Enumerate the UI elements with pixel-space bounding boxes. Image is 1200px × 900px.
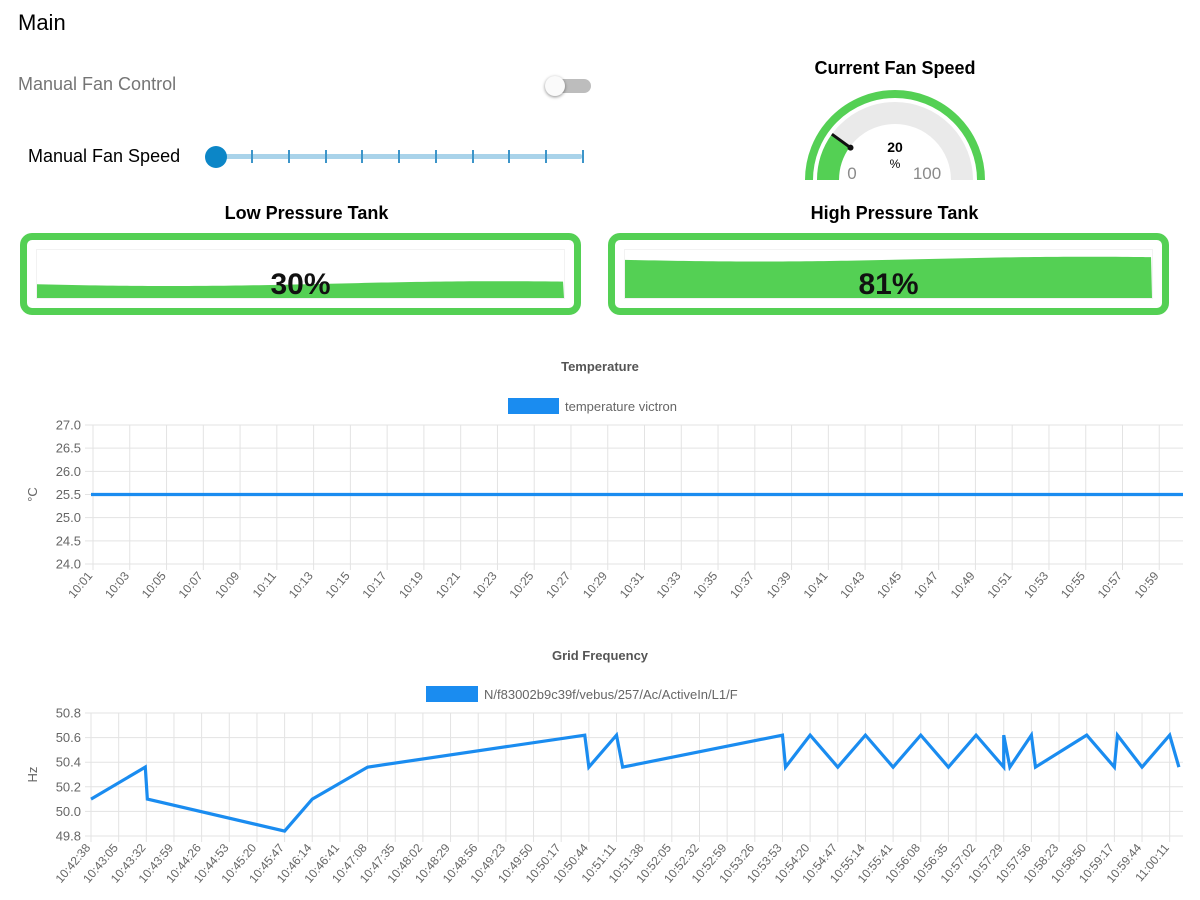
x-tick-label: 10:47 <box>911 569 941 601</box>
page-title: Main <box>18 10 66 35</box>
y-tick-label: 50.2 <box>56 779 81 794</box>
x-tick-label: 10:33 <box>654 569 684 601</box>
x-tick-label: 10:55 <box>1058 569 1088 601</box>
x-tick-label: 10:41 <box>801 569 831 601</box>
y-tick-label: 50.4 <box>56 755 81 770</box>
x-tick-label: 10:03 <box>102 569 132 601</box>
legend-swatch <box>508 398 559 414</box>
x-tick-label: 10:11 <box>250 569 280 601</box>
y-tick-label: 50.0 <box>56 804 81 819</box>
manual-fan-speed-label: Manual Fan Speed <box>28 146 181 166</box>
gauge-needle <box>831 132 852 149</box>
x-tick-label: 10:37 <box>727 569 757 601</box>
gauge-value: 20 <box>887 139 903 155</box>
x-tick-label: 10:49 <box>948 569 978 601</box>
y-tick-label: 26.0 <box>56 464 81 479</box>
toggle-thumb[interactable] <box>545 76 565 96</box>
fan-speed-gauge: 20 % 0 100 <box>805 90 985 183</box>
x-tick-label: 10:39 <box>764 569 794 601</box>
x-tick-label: 10:05 <box>139 569 169 601</box>
temperature-chart: Temperature temperature victron 27.0 26.5 26… <box>25 359 1183 601</box>
tank-level-value: 81% <box>858 268 919 299</box>
tank-liquid-fill <box>37 281 564 298</box>
series-line <box>90 730 1181 833</box>
y-tick-label: 50.6 <box>56 730 81 745</box>
x-tick-label: 10:07 <box>176 569 206 601</box>
gauge-min-label: 0 <box>847 164 856 183</box>
y-axis-label: Hz <box>25 767 40 783</box>
slider-thumb[interactable] <box>205 146 227 168</box>
manual-fan-control-label: Manual Fan Control <box>18 74 177 94</box>
y-tick-label: 26.5 <box>56 441 81 456</box>
gauge-fill <box>817 134 850 181</box>
gauge-max-label: 100 <box>913 164 941 183</box>
manual-fan-control-toggle[interactable] <box>545 76 591 96</box>
x-tick-label: 10:45 <box>874 569 904 601</box>
y-tick-label: 24.5 <box>56 533 81 548</box>
x-tick-label: 10:59 <box>1132 569 1162 601</box>
slider-tick <box>251 150 253 163</box>
legend-label[interactable]: N/f83002b9c39f/vebus/257/Ac/ActiveIn/L1/… <box>484 687 738 702</box>
tank-liquid <box>37 281 564 298</box>
x-tick-label: 10:19 <box>396 569 426 601</box>
legend-swatch <box>426 686 478 702</box>
x-tick-label: 10:09 <box>212 569 242 601</box>
manual-fan-speed-slider[interactable] <box>205 140 590 174</box>
x-tick-label: 10:21 <box>433 569 463 601</box>
high-pressure-tank-title: High Pressure Tank <box>810 203 979 223</box>
x-tick-label: 10:25 <box>506 569 536 601</box>
tank-level-value: 30% <box>270 268 331 299</box>
chart-title: Temperature <box>561 359 639 374</box>
tank-liquid <box>625 256 1152 298</box>
slider-tick <box>398 150 401 163</box>
x-tick-label: 10:17 <box>359 569 389 601</box>
y-tick-label: 25.5 <box>56 487 81 502</box>
fan-speed-gauge-title: Current Fan Speed <box>814 58 976 78</box>
grid-frequency-chart: Grid Frequency N/f83002b9c39f/vebus/257/A… <box>25 648 1183 886</box>
y-tick-label: 50.8 <box>56 706 81 721</box>
x-tick-label: 10:27 <box>543 569 573 601</box>
slider-tick <box>434 150 437 163</box>
x-tick-label: 10:29 <box>580 569 610 601</box>
x-tick-label: 10:51 <box>984 569 1014 601</box>
gauge-unit: % <box>890 157 901 171</box>
y-tick-label: 49.8 <box>56 829 81 844</box>
slider-tick <box>287 150 290 163</box>
slider-tick <box>508 150 511 163</box>
x-tick-label: 10:35 <box>690 569 720 601</box>
legend-label[interactable]: temperature victron <box>565 399 677 414</box>
y-tick-label: 25.0 <box>56 510 81 525</box>
x-tick-label: 10:23 <box>470 569 500 601</box>
high-pressure-tank: 81% <box>608 233 1169 315</box>
x-tick-label: 10:01 <box>65 569 95 601</box>
y-tick-label: 24.0 <box>56 557 81 572</box>
x-tick-label: 10:13 <box>286 569 316 601</box>
low-pressure-tank: 30% <box>20 233 581 315</box>
slider-tick <box>471 150 474 163</box>
x-tick-label: 10:53 <box>1021 569 1051 601</box>
slider-tick <box>582 150 584 163</box>
x-tick-label: 10:31 <box>617 569 647 601</box>
y-axis-label: °C <box>25 487 40 502</box>
gauge-outer-ring <box>805 90 985 181</box>
y-tick-label: 27.0 <box>56 418 81 433</box>
low-pressure-tank-title: Low Pressure Tank <box>224 203 389 223</box>
slider-tick <box>545 150 548 163</box>
x-tick-label: 10:57 <box>1095 569 1125 601</box>
gauge-needle-hub <box>847 144 854 151</box>
chart-title: Grid Frequency <box>552 648 649 663</box>
tank-liquid-fill <box>625 256 1152 298</box>
x-tick-label: 10:43 <box>837 569 867 601</box>
x-tick-label: 10:15 <box>323 569 353 601</box>
slider-tick <box>361 150 364 163</box>
slider-tick <box>324 150 327 163</box>
